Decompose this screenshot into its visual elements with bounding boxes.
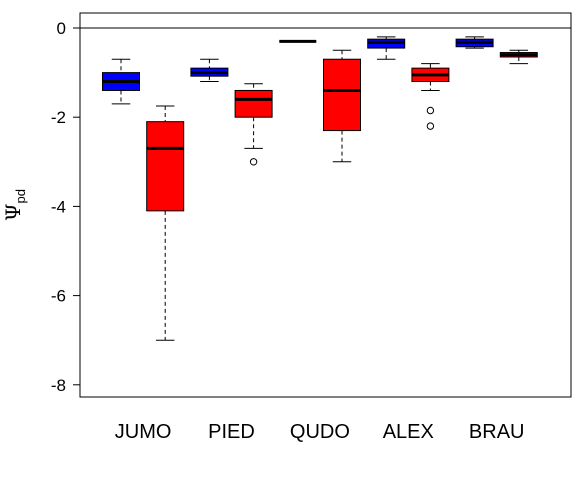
box-body: [323, 58, 361, 132]
box-pied-group-b: [234, 83, 273, 166]
box-alex-group-b: [411, 63, 450, 130]
box-brau-group-b: [499, 49, 538, 65]
box-brau-group-a: [455, 36, 494, 49]
box-pied-group-a: [190, 58, 229, 83]
box-body: [234, 89, 273, 118]
y-axis-label-symbol: Ψ: [1, 203, 25, 221]
outlier-point: [426, 122, 435, 130]
box-qudo-group-b: [323, 49, 361, 163]
y-axis-label-subscript: pd: [13, 189, 28, 203]
box-body: [146, 121, 185, 212]
y-tick-label: -8: [51, 376, 66, 395]
outlier-point: [426, 106, 435, 115]
outlier-point: [249, 158, 258, 166]
x-category-label-jumo: JUMO: [115, 421, 172, 443]
x-category-label-brau: BRAU: [469, 421, 525, 443]
x-category-label-qudo: QUDO: [290, 421, 350, 443]
y-tick-label: -4: [51, 197, 66, 216]
y-tick-label: -6: [51, 287, 66, 306]
y-tick-label: -2: [51, 108, 66, 127]
box-alex-group-a: [367, 36, 406, 60]
plot-frame: [79, 12, 572, 398]
x-category-label-pied: PIED: [208, 421, 255, 443]
box-jumo-group-b: [146, 105, 185, 341]
y-axis: 0 -2 -4 -6 -8: [51, 19, 80, 395]
svg-text:Ψpd: Ψpd: [1, 189, 28, 221]
boxes: [102, 36, 538, 341]
y-axis-label: Ψpd: [1, 189, 28, 221]
x-axis-labels: JUMO PIED QUDO ALEX BRAU: [115, 421, 525, 443]
x-category-label-alex: ALEX: [383, 421, 434, 443]
box-jumo-group-a: [102, 58, 140, 105]
y-tick-label: 0: [57, 19, 66, 38]
